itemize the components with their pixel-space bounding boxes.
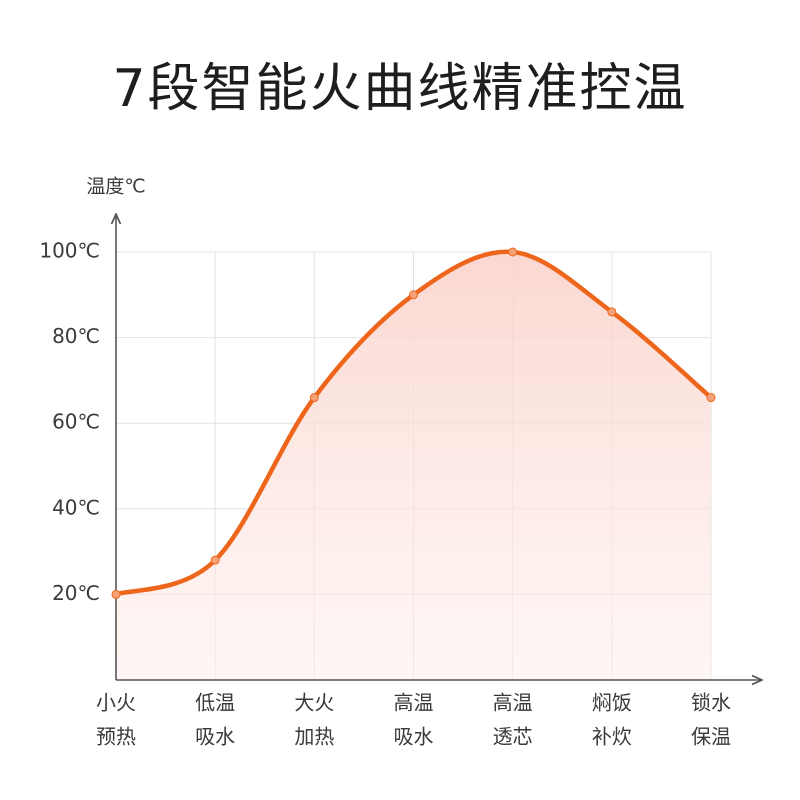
x-tick-label: 加热	[294, 725, 334, 749]
x-tick-label: 大火	[294, 691, 334, 715]
y-tick-label: 80℃	[52, 324, 100, 348]
chart-title: 7段智能火曲线精准控温	[112, 59, 687, 119]
x-tick-label: 锁水	[691, 691, 731, 715]
x-tick-label: 预热	[96, 725, 136, 749]
x-tick-label: 吸水	[394, 725, 434, 749]
point	[508, 247, 518, 257]
x-tick-label: 高温	[394, 691, 434, 715]
area	[116, 251, 711, 680]
x-tick-label: 保温	[691, 725, 731, 749]
y-tick-label: 60℃	[52, 410, 100, 434]
point	[309, 393, 319, 403]
x-tick-label: 低温	[195, 691, 235, 715]
point	[409, 290, 418, 300]
x-tick-label: 吸水	[195, 725, 235, 749]
y-axis-label: 温度℃	[86, 176, 145, 198]
x-tick-label: 透芯	[493, 725, 533, 749]
y-tick-label: 20℃	[52, 581, 100, 605]
grid	[116, 251, 712, 680]
x-tick-label: 焖饭	[592, 691, 632, 715]
y-tick-label: 40℃	[52, 495, 100, 519]
x-tick-label: 补炊	[592, 725, 632, 749]
x-tick-label: 高温	[493, 691, 533, 715]
point	[607, 307, 617, 317]
point	[210, 555, 220, 565]
point	[111, 589, 121, 599]
y-tick-label: 100℃	[39, 239, 100, 263]
x-tick-label: 小火	[96, 691, 136, 715]
point	[706, 393, 716, 403]
